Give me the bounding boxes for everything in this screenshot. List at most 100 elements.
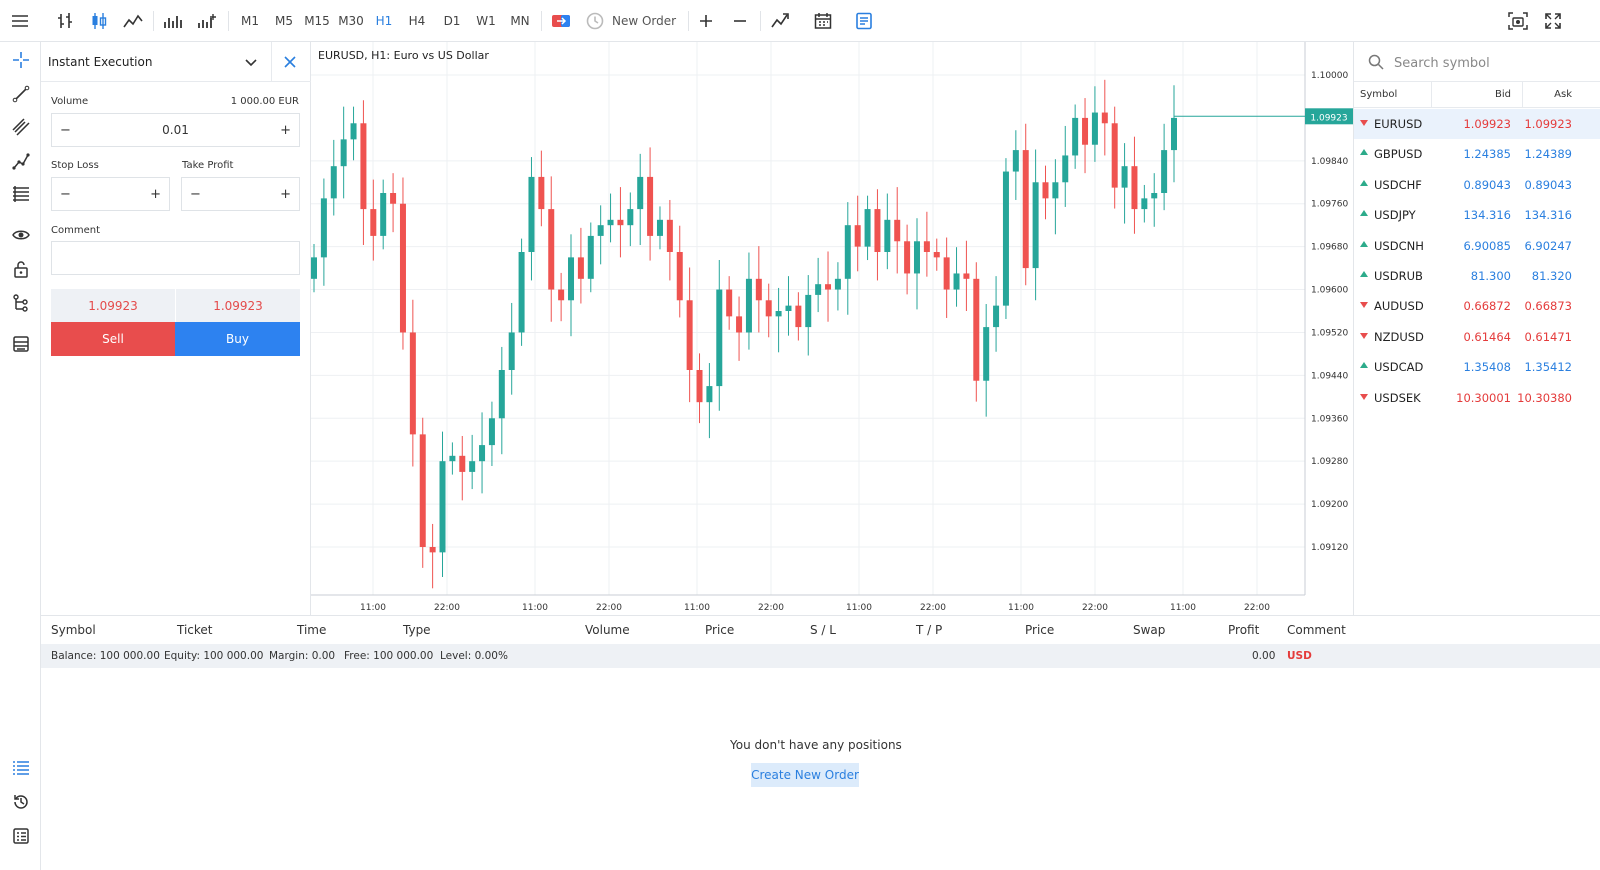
volume-value[interactable]: 0.01	[162, 123, 189, 137]
col-ticket-header[interactable]: Ticket	[177, 623, 213, 637]
watch-row[interactable]: EURUSD 1.09923 1.09923	[1354, 109, 1600, 139]
timeframe-m5[interactable]: M5	[275, 14, 293, 28]
history-icon[interactable]	[0, 787, 41, 817]
candle-body	[1062, 155, 1069, 183]
eye-icon[interactable]	[0, 220, 41, 250]
price-axis-label: 1.09120	[1311, 543, 1348, 553]
watch-row[interactable]: AUDUSD 0.66872 0.66873	[1354, 291, 1600, 321]
volume-amount: 1 000.00 EUR	[230, 96, 299, 107]
arrow-up-icon	[1360, 149, 1368, 156]
watch-symbol: NZDUSD	[1374, 329, 1424, 344]
timeframe-m30[interactable]: M30	[338, 14, 364, 28]
col-sl-header[interactable]: S / L	[810, 623, 836, 637]
col-profit-header[interactable]: Profit	[1228, 623, 1260, 637]
plus-icon[interactable]: +	[280, 186, 291, 202]
candle-body	[874, 209, 881, 252]
col-ask[interactable]: Ask	[1554, 89, 1572, 100]
watch-row[interactable]: NZDUSD 0.61464 0.61471	[1354, 322, 1600, 352]
timeframe-h4[interactable]: H4	[408, 14, 426, 28]
trade-list-icon[interactable]	[0, 753, 41, 783]
trading-signals-icon[interactable]	[768, 0, 794, 42]
fullscreen-icon[interactable]	[1540, 0, 1566, 42]
trend-line-icon[interactable]	[0, 79, 41, 109]
timeframe-m15[interactable]: M15	[304, 14, 330, 28]
lock-icon[interactable]	[0, 254, 41, 284]
col-current-price-header[interactable]: Price	[1025, 623, 1055, 637]
watch-row[interactable]: USDSEK 10.30001 10.30380	[1354, 383, 1600, 413]
timeframe-w1[interactable]: W1	[476, 14, 496, 28]
buy-button[interactable]: Buy	[175, 322, 300, 356]
volume-stepper[interactable]: − 0.01 +	[51, 113, 300, 147]
col-symbol[interactable]: Symbol	[1360, 89, 1398, 100]
timeframe-mn[interactable]: MN	[510, 14, 530, 28]
watch-symbol: GBPUSD	[1374, 147, 1423, 162]
order-panel: Instant Execution Volume 1 000.00 EUR − …	[41, 42, 311, 615]
candle-body	[923, 241, 930, 252]
col-volume-header[interactable]: Volume	[585, 623, 630, 637]
new-order-button[interactable]: New Order	[586, 0, 682, 42]
watch-row[interactable]: GBPUSD 1.24385 1.24389	[1354, 139, 1600, 169]
sell-button[interactable]: Sell	[51, 322, 175, 356]
order-ticket-icon[interactable]	[851, 0, 877, 42]
search-input[interactable]	[1394, 52, 1584, 74]
object-tree-icon[interactable]	[0, 288, 41, 318]
watch-bid: 81.300	[1470, 269, 1511, 283]
timeframe-m1[interactable]: M1	[241, 14, 259, 28]
col-bid[interactable]: Bid	[1495, 89, 1511, 100]
col-price-header[interactable]: Price	[705, 623, 735, 637]
watch-row[interactable]: USDRUB 81.300 81.320	[1354, 261, 1600, 291]
watch-ask: 1.35412	[1524, 360, 1572, 375]
arrow-up-icon	[1360, 179, 1368, 186]
indicators-icon[interactable]	[160, 0, 186, 42]
col-type-header[interactable]: Type	[403, 623, 431, 637]
parallel-channel-icon[interactable]	[0, 112, 41, 142]
time-axis-label: 11:00	[846, 603, 872, 613]
comment-field[interactable]	[51, 241, 300, 275]
close-icon[interactable]	[283, 55, 297, 69]
candle-body	[973, 278, 980, 381]
chevron-down-icon[interactable]	[244, 55, 258, 69]
minus-icon[interactable]: −	[60, 122, 71, 138]
minus-icon[interactable]: −	[190, 186, 201, 202]
plus-icon[interactable]: +	[150, 186, 161, 202]
col-tp-header[interactable]: T / P	[916, 623, 943, 637]
take-profit-stepper[interactable]: − +	[181, 177, 300, 211]
plus-icon[interactable]: +	[280, 122, 291, 138]
watch-row[interactable]: USDCAD 1.35408 1.35412	[1354, 352, 1600, 382]
zoom-in-icon[interactable]	[694, 0, 718, 42]
col-comment-header[interactable]: Comment	[1287, 623, 1346, 637]
zoom-out-icon[interactable]	[728, 0, 752, 42]
create-new-order-button[interactable]: Create New Order	[751, 763, 859, 787]
watch-row[interactable]: USDCHF 0.89043 0.89043	[1354, 170, 1600, 200]
menu-icon[interactable]	[8, 0, 32, 42]
one-click-trading-icon[interactable]	[548, 0, 574, 42]
col-swap-header[interactable]: Swap	[1133, 623, 1166, 637]
calendar-icon[interactable]	[810, 0, 836, 42]
bar-chart-type-icon[interactable]	[52, 0, 78, 42]
journal-icon[interactable]	[0, 821, 41, 851]
line-chart-type-icon[interactable]	[120, 0, 146, 42]
templates-icon[interactable]	[0, 329, 41, 359]
watch-row[interactable]: USDCNH 6.90085 6.90247	[1354, 231, 1600, 261]
execution-type-select[interactable]: Instant Execution	[48, 55, 153, 69]
fibonacci-icon[interactable]	[0, 179, 41, 209]
col-symbol-header[interactable]: Symbol	[51, 623, 96, 637]
col-time-header[interactable]: Time	[297, 623, 327, 637]
crosshair-icon[interactable]	[0, 45, 41, 75]
watch-row[interactable]: USDJPY 134.316 134.316	[1354, 200, 1600, 230]
timeframe-d1[interactable]: D1	[443, 14, 461, 28]
chart-canvas[interactable]: 1.09923 1.10000 1.09840 1.09760 1.09680 1.096…	[311, 42, 1353, 615]
free-margin-value: Free: 100 000.00	[344, 650, 434, 662]
pitchfork-icon[interactable]	[0, 146, 41, 176]
candle-body	[439, 461, 446, 553]
timeframe-h1[interactable]: H1	[375, 14, 393, 28]
candlestick-chart-type-icon[interactable]	[86, 0, 112, 42]
top-toolbar: M1 M5 M15 M30 H1 H4 D1 W1 MN New Order	[0, 0, 1600, 42]
minus-icon[interactable]: −	[60, 186, 71, 202]
add-indicator-icon[interactable]	[194, 0, 220, 42]
screenshot-icon[interactable]	[1505, 0, 1531, 42]
price-chart[interactable]: 1.09923 1.10000 1.09840 1.09760 1.09680 1.096…	[311, 42, 1353, 615]
candle-body	[1091, 112, 1098, 145]
stop-loss-stepper[interactable]: − +	[51, 177, 170, 211]
candle-body	[904, 241, 911, 274]
